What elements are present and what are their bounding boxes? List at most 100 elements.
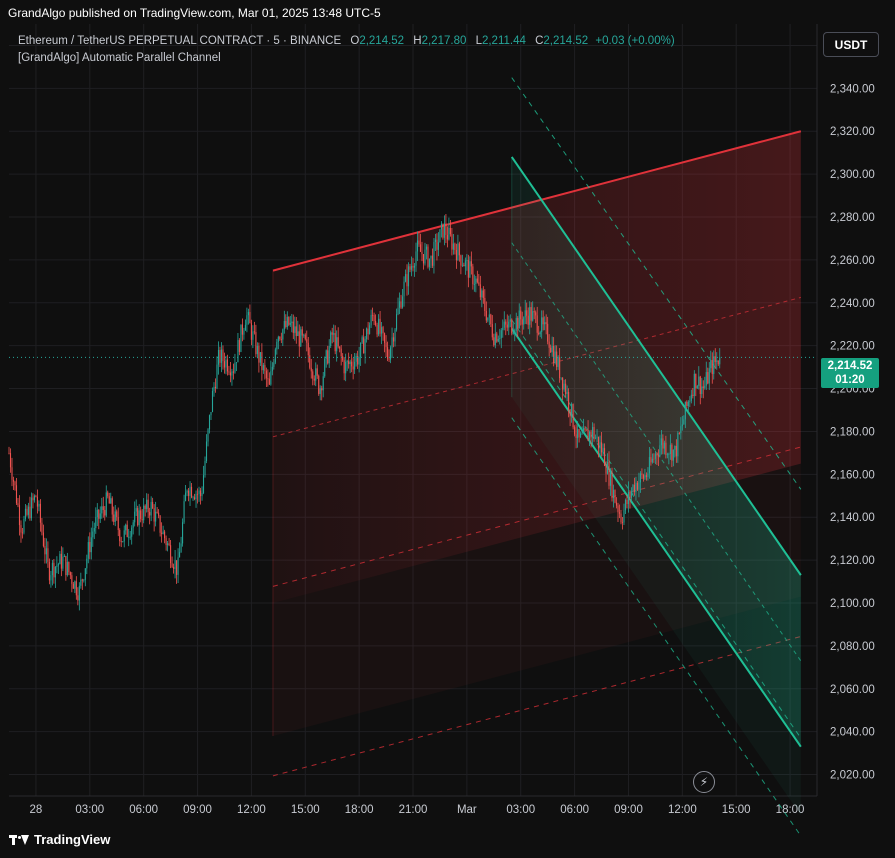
ohlc-close-label: C	[535, 35, 544, 47]
symbol-title[interactable]: Ethereum / TetherUS PERPETUAL CONTRACT ·…	[18, 35, 342, 47]
candle-body	[156, 511, 158, 513]
candle-body	[81, 579, 83, 581]
candle-body	[361, 337, 363, 343]
candle-body	[271, 366, 273, 372]
y-tick-label: 2,080.00	[830, 641, 875, 653]
candle-body	[484, 298, 486, 312]
candle-body	[639, 473, 641, 483]
candle-body	[210, 411, 212, 416]
candle-body	[147, 499, 149, 513]
candle-body	[485, 311, 487, 321]
candle-body	[554, 351, 556, 364]
candle-body	[395, 314, 398, 330]
candle-body	[214, 386, 217, 389]
last-price-tag: 2,214.52 01:20	[821, 358, 879, 388]
symbol-legend: Ethereum / TetherUS PERPETUAL CONTRACT ·…	[18, 35, 675, 47]
candle-body	[360, 342, 362, 358]
candle-body	[26, 508, 28, 515]
candle-body	[594, 437, 597, 439]
candle-body	[177, 557, 179, 575]
candle-body	[572, 404, 574, 428]
candle-body	[149, 512, 151, 516]
candle-body	[286, 316, 288, 328]
candle-body	[232, 371, 234, 373]
candle-body	[174, 560, 176, 569]
brand-name: TradingView	[34, 832, 111, 847]
candle-body	[8, 452, 10, 454]
candle-body	[69, 572, 71, 576]
channel-lower-line	[510, 327, 802, 748]
candle-body	[29, 506, 31, 519]
candle-body	[170, 545, 172, 564]
candle-body	[678, 433, 680, 434]
candle-body	[244, 324, 246, 331]
candle-body	[397, 307, 399, 315]
candle-body	[603, 448, 606, 466]
candle-body	[322, 376, 324, 391]
candle-body	[285, 321, 287, 328]
candle-body	[342, 356, 344, 361]
candle-body	[556, 351, 558, 367]
candle-body	[517, 318, 519, 329]
candle-body	[24, 508, 27, 519]
candle-body	[707, 372, 709, 384]
candle-body	[602, 448, 604, 453]
candle-body	[217, 349, 220, 365]
lightning-icon[interactable]: ⚡	[693, 771, 715, 793]
candle-body	[548, 341, 550, 348]
candle-body	[318, 375, 320, 394]
candle-body	[268, 378, 270, 385]
candle-body	[185, 492, 187, 502]
candle-body	[300, 329, 302, 347]
x-tick-label: 15:00	[722, 804, 751, 816]
candle-body	[437, 242, 439, 250]
candle-body	[310, 367, 312, 372]
candle-body	[262, 365, 264, 371]
candle-body	[419, 244, 422, 252]
candle-body	[523, 317, 525, 325]
tradingview-mark-icon	[9, 834, 29, 846]
x-tick-label: 06:00	[560, 804, 589, 816]
candle-body	[533, 311, 535, 313]
candle-body	[526, 310, 528, 316]
candle-body	[683, 419, 685, 425]
candle-body	[662, 438, 664, 449]
candle-body	[116, 511, 118, 518]
candle-body	[62, 556, 64, 569]
currency-button[interactable]: USDT	[823, 32, 879, 57]
candle-body	[512, 332, 514, 334]
candle-body	[463, 264, 465, 267]
candle-body	[146, 499, 148, 509]
candle-body	[584, 428, 586, 430]
candle-body	[202, 475, 205, 493]
candle-body	[502, 327, 504, 331]
y-tick-label: 2,300.00	[830, 169, 875, 181]
candle-body	[418, 240, 420, 245]
candle-body	[168, 543, 170, 546]
candle-body	[9, 453, 12, 468]
x-tick-label: 09:00	[614, 804, 643, 816]
candle-body	[241, 324, 243, 335]
candle-body	[597, 436, 600, 449]
indicator-title[interactable]: [GrandAlgo] Automatic Parallel Channel	[18, 52, 221, 64]
candle-body	[198, 490, 200, 494]
candle-body	[521, 319, 523, 325]
candle-body	[240, 324, 242, 352]
candle-body	[702, 386, 704, 388]
last-price-value: 2,214.52	[827, 360, 873, 372]
candles	[8, 214, 721, 611]
candle-body	[376, 324, 378, 335]
candle-body	[431, 255, 434, 266]
candle-body	[132, 522, 134, 528]
candle-body	[283, 321, 285, 330]
candle-body	[321, 388, 323, 391]
candle-body	[243, 330, 245, 335]
candle-body	[367, 328, 369, 335]
candle-body	[719, 357, 721, 365]
candle-body	[17, 503, 19, 506]
candle-body	[138, 510, 140, 526]
candle-body	[288, 316, 290, 325]
candle-body	[348, 361, 350, 365]
tradingview-logo[interactable]: TradingView	[9, 832, 110, 847]
